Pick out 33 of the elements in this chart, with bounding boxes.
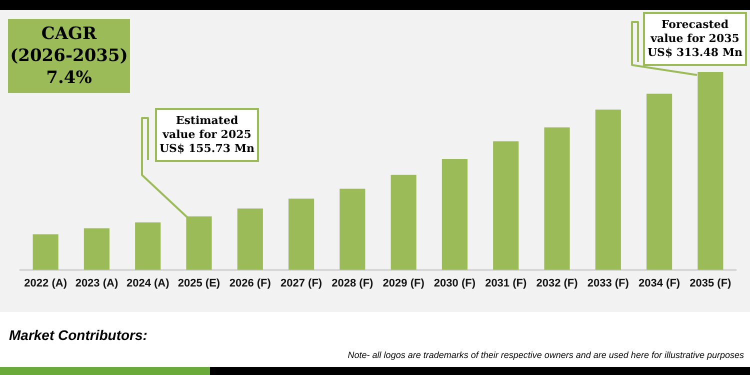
bar — [237, 208, 263, 270]
text: Note- all logos are trademarks of their respective owners and are used here for illustrative purposes — [348, 350, 744, 360]
x-tick-label: 2033 (F) — [587, 277, 630, 290]
bar — [595, 110, 621, 270]
bar — [84, 228, 110, 270]
bar — [186, 216, 212, 270]
bar — [493, 141, 519, 270]
bar — [698, 72, 724, 270]
bar — [442, 159, 468, 270]
bar — [646, 94, 672, 270]
x-tick-label: 2023 (A) — [75, 277, 118, 290]
x-tick-label: 2035 (F) — [690, 277, 732, 290]
x-tick-label: 2022 (A) — [24, 277, 68, 290]
text: Forecasted value for 2035 US$ 313.48 Mn — [643, 12, 747, 66]
x-tick-label: 2032 (F) — [536, 277, 578, 290]
x-tick-label: 2034 (F) — [638, 277, 680, 290]
annotation: CAGR (2026-2035) 7.4% — [8, 19, 130, 93]
x-tick-label: 2030 (F) — [434, 277, 476, 290]
x-tick-label: 2024 (A) — [126, 277, 170, 290]
x-tick-label: 2029 (F) — [382, 277, 425, 290]
x-tick-label: 2031 (F) — [485, 277, 527, 290]
x-tick-label: 2027 (F) — [280, 277, 322, 290]
bar — [390, 174, 416, 270]
bar — [288, 198, 314, 270]
text: Market Contributors: — [9, 327, 148, 343]
bar — [544, 127, 570, 270]
bar — [32, 234, 58, 270]
bar — [340, 188, 366, 270]
x-tick-label: 2025 (E) — [178, 277, 220, 290]
x-tick-label: 2028 (F) — [332, 277, 374, 290]
x-tick-label: 2026 (F) — [229, 277, 272, 290]
annotation: Estimated value for 2025 US$ 155.73 Mn — [155, 108, 259, 162]
bar — [135, 222, 161, 270]
